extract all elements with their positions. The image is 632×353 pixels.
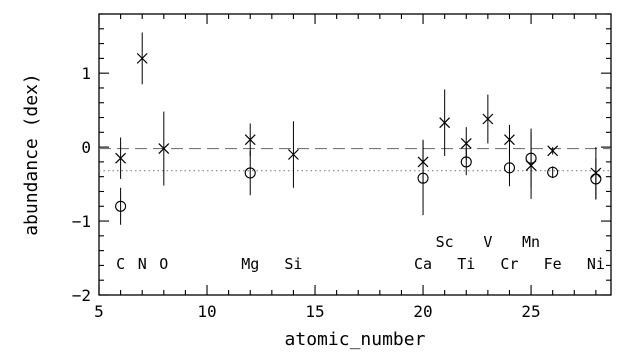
x-tick-label: 15 xyxy=(305,302,324,321)
x-marker-stroke xyxy=(504,134,515,146)
y-tick-label: 1 xyxy=(81,64,91,83)
circle-marker xyxy=(547,166,559,178)
circle-marker xyxy=(244,167,256,179)
x-tick-label: 20 xyxy=(413,302,432,321)
circle-marker xyxy=(590,173,602,185)
x-marker-stroke xyxy=(136,52,148,64)
element-label: N xyxy=(138,255,147,273)
x-marker-stroke xyxy=(417,156,429,168)
x-marker-stroke xyxy=(115,152,127,164)
x-marker xyxy=(288,149,299,160)
x-marker-stroke xyxy=(439,117,451,129)
element-label: Ni xyxy=(587,255,605,273)
x-marker xyxy=(158,143,170,155)
x-marker-stroke xyxy=(288,149,299,160)
x-marker xyxy=(439,117,451,129)
element-label: Fe xyxy=(544,255,562,273)
x-marker-stroke xyxy=(482,113,494,125)
y-axis-title: abundance (dex) xyxy=(21,73,42,236)
x-marker-stroke xyxy=(590,167,602,179)
x-tick-label: 10 xyxy=(197,302,216,321)
x-tick-label: 25 xyxy=(521,302,540,321)
x-marker xyxy=(460,137,472,149)
element-label: Ti xyxy=(457,255,475,273)
reference-lines xyxy=(99,147,611,172)
x-marker xyxy=(417,156,429,168)
element-label: V xyxy=(483,233,492,251)
x-tick-label: 5 xyxy=(94,302,104,321)
x-marker-stroke xyxy=(158,143,170,155)
circle-marker xyxy=(525,152,537,164)
element-label: Mg xyxy=(241,255,259,273)
circle-marker xyxy=(417,172,429,184)
y-tick-label: 0 xyxy=(81,138,91,157)
x-marker xyxy=(244,134,256,146)
element-label: C xyxy=(116,255,125,273)
data-markers xyxy=(115,52,602,212)
x-marker xyxy=(590,167,602,179)
y-tick-label: −2 xyxy=(72,286,91,305)
x-marker xyxy=(547,145,559,157)
circle-marker xyxy=(115,200,127,212)
element-label: O xyxy=(159,255,168,273)
x-axis-title: atomic_number xyxy=(285,329,426,350)
x-marker xyxy=(504,134,515,146)
x-marker-stroke xyxy=(547,145,559,157)
x-marker xyxy=(115,152,127,164)
circle-marker xyxy=(460,156,472,168)
element-label: Mn xyxy=(522,233,540,251)
x-marker-stroke xyxy=(244,134,256,146)
plot-border xyxy=(98,13,612,296)
circle-marker xyxy=(503,162,516,174)
plot-frame: 5 10 15 20 25 −2 −1 0 1 xyxy=(72,13,612,321)
x-marker xyxy=(136,52,148,64)
y-tick-label: −1 xyxy=(72,212,91,231)
element-label: Ca xyxy=(414,255,432,273)
x-marker xyxy=(482,113,494,125)
x-marker-stroke xyxy=(460,137,472,149)
error-bars xyxy=(120,32,597,225)
element-label: Si xyxy=(284,255,302,273)
element-label: Cr xyxy=(500,255,518,273)
element-label: Sc xyxy=(436,233,454,251)
